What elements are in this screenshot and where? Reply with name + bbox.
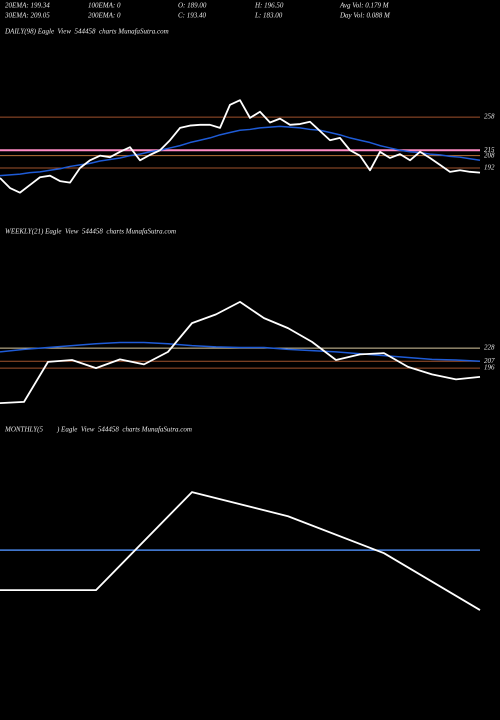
level-label: 208 (484, 151, 495, 159)
header-stat: O: 189.00 (178, 2, 207, 10)
header-stat: C: 193.40 (178, 12, 207, 20)
price-line (0, 341, 481, 362)
header-stat: 20EMA: 199.34 (5, 2, 50, 10)
level-label: 228 (484, 344, 495, 352)
price-line (0, 300, 481, 405)
header-stat: 30EMA: 209.05 (4, 12, 50, 20)
level-label: 258 (484, 113, 495, 121)
level-label: 215 (484, 146, 495, 154)
header-stat: Day Vol: 0.088 M (339, 12, 391, 20)
price-line (0, 491, 481, 611)
header-stat: L: 183.00 (254, 12, 283, 20)
price-line (0, 125, 481, 177)
panel-title: WEEKLY(21) Eagle View 544458 charts Muna… (5, 228, 176, 236)
header-stat: 100EMA: 0 (88, 2, 121, 10)
level-label: 192 (484, 164, 495, 172)
header-stat: H: 196.50 (254, 2, 284, 10)
price-line (0, 99, 481, 194)
panel-title: DAILY(98) Eagle View 544458 charts Munaf… (4, 28, 169, 36)
header-stat: 200EMA: 0 (88, 12, 121, 20)
level-label: 207 (484, 357, 495, 365)
level-label: 196 (484, 364, 495, 372)
header-stat: Avg Vol: 0.179 M (339, 2, 390, 10)
panel-title: MONTHLY(5 ) Eagle View 544458 charts Mun… (4, 426, 192, 434)
